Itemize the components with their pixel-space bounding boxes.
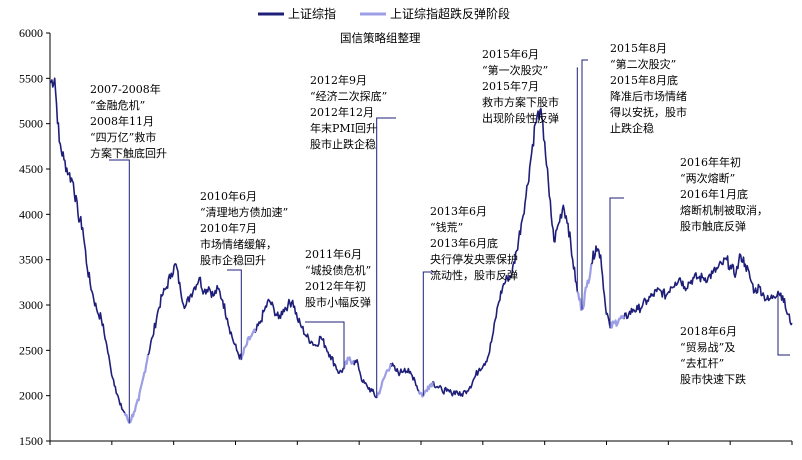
- annotation-text: 2011年6月: [305, 247, 362, 261]
- annotation-text: 2007-2008年: [90, 82, 161, 96]
- annotation-text: 股市触底反弹: [680, 219, 746, 233]
- annotation-text: 央行停发央票保护: [430, 252, 518, 266]
- annotation-text: “经济二次探底”: [310, 89, 387, 103]
- annotation-text: 方案下触底回升: [90, 146, 167, 160]
- annotation-text: 2015年7月: [482, 79, 539, 93]
- annotation-text: 2013年6月: [430, 204, 487, 218]
- annotation-text: “贸易战”及: [680, 341, 735, 354]
- annotation-text: “四万亿”救市: [90, 130, 156, 144]
- annotation-text: 降准后市场情绪: [610, 89, 687, 103]
- series-line-rebound-segment: [123, 354, 150, 424]
- y-tick-label: 4000: [19, 207, 43, 221]
- series-line-rebound-segment: [417, 381, 434, 398]
- annotation-text: 2015年8月: [610, 41, 667, 55]
- y-tick-label: 1500: [19, 434, 43, 448]
- annotation-leader-line: [376, 117, 396, 398]
- y-tick-label: 2500: [19, 343, 43, 357]
- y-tick-label: 3000: [19, 298, 43, 312]
- series-main: [49, 77, 793, 424]
- annotation-text: 市场情绪缓解，: [200, 237, 277, 251]
- annotation-text: 救市方案下股市: [482, 95, 559, 109]
- annotation-text: 股市止跌企稳: [310, 137, 376, 151]
- annotation-leader-line: [305, 321, 345, 369]
- annotation-text: 2015年8月底: [610, 73, 678, 87]
- annotation-text: 2012年12月: [310, 105, 374, 119]
- annotation-text: 熔断机制被取消，: [680, 203, 768, 217]
- annotation-text: “城投债危机”: [305, 263, 371, 277]
- annotation-text: “金融危机”: [90, 98, 145, 112]
- annotation-text: 2013年6月底: [430, 236, 498, 250]
- legend-label-rebound: 上证综指超跌反弹阶段: [390, 6, 510, 21]
- legend-label-main: 上证综指: [288, 6, 336, 21]
- annotation-leader-line: [422, 271, 435, 396]
- legend: 上证综指 上证综指超跌反弹阶段: [258, 6, 510, 21]
- annotation-text: “清理地方债加速”: [200, 205, 288, 219]
- series-line-rebound-segment: [342, 356, 355, 369]
- y-tick-label: 6000: [19, 26, 43, 40]
- annotation-leader-line: [777, 291, 790, 356]
- annotation-text: 2012年9月: [310, 73, 367, 87]
- y-tick-label: 3500: [19, 253, 43, 267]
- annotation-text: 2008年11月: [90, 114, 154, 128]
- series-line-rebound-segment: [375, 363, 392, 398]
- annotation-text: “第二次股灾”: [610, 57, 676, 71]
- annotation-text: 出现阶段性反弹: [482, 111, 559, 125]
- y-tick-label: 4500: [19, 162, 43, 176]
- series-line-rebound-segment: [608, 315, 626, 329]
- annotation-text: “第一次股灾”: [482, 63, 548, 77]
- series-line-rebound-segment: [576, 264, 593, 311]
- annotation-text: 2010年7月: [200, 221, 257, 235]
- annotation-text: “两次熔断”: [680, 171, 735, 185]
- series-line-shanghai-composite: [49, 77, 793, 424]
- annotation-text: “钱荒”: [430, 220, 463, 234]
- series-rebound: [123, 264, 626, 424]
- annotation-text: 股市企稳回升: [200, 253, 266, 267]
- series-line-rebound-segment: [240, 328, 257, 360]
- annotation-leader-line: [576, 67, 578, 292]
- annotation-text: 流动性，股市反弹: [430, 268, 518, 282]
- annotation-text: 股市快速下跌: [680, 372, 746, 386]
- annotation-leader-line: [581, 59, 588, 310]
- annotation-text: “去杠杆”: [680, 356, 724, 370]
- annotation-leader-line: [227, 269, 242, 360]
- annotation-leader-line: [609, 197, 624, 328]
- axes: 1500 2000 2500 3000 3500 4000 4500 5000 5500 6000: [19, 26, 793, 448]
- annotation-text: 得以安抚，股市: [610, 105, 687, 119]
- annotation-text: 2018年6月: [680, 324, 737, 338]
- annotation-text: 2015年6月: [482, 47, 539, 61]
- annotation-leader-line: [109, 159, 130, 423]
- annotation-text: 年末PMI回升: [310, 121, 377, 135]
- annotation-text: 止跌企稳: [610, 121, 654, 135]
- annotation-text: 股市小幅反弹: [305, 295, 371, 309]
- annotation-text: 2012年年初: [305, 279, 366, 293]
- credit-text: 国信策略组整理: [340, 31, 421, 45]
- y-tick-label: 5000: [19, 117, 43, 131]
- annotation-text: 2016年年初: [680, 155, 741, 169]
- annotation-text: 2010年6月: [200, 189, 257, 203]
- annotation-text: 2016年1月底: [680, 187, 748, 201]
- y-tick-label: 2000: [19, 389, 43, 403]
- y-tick-label: 5500: [19, 71, 43, 85]
